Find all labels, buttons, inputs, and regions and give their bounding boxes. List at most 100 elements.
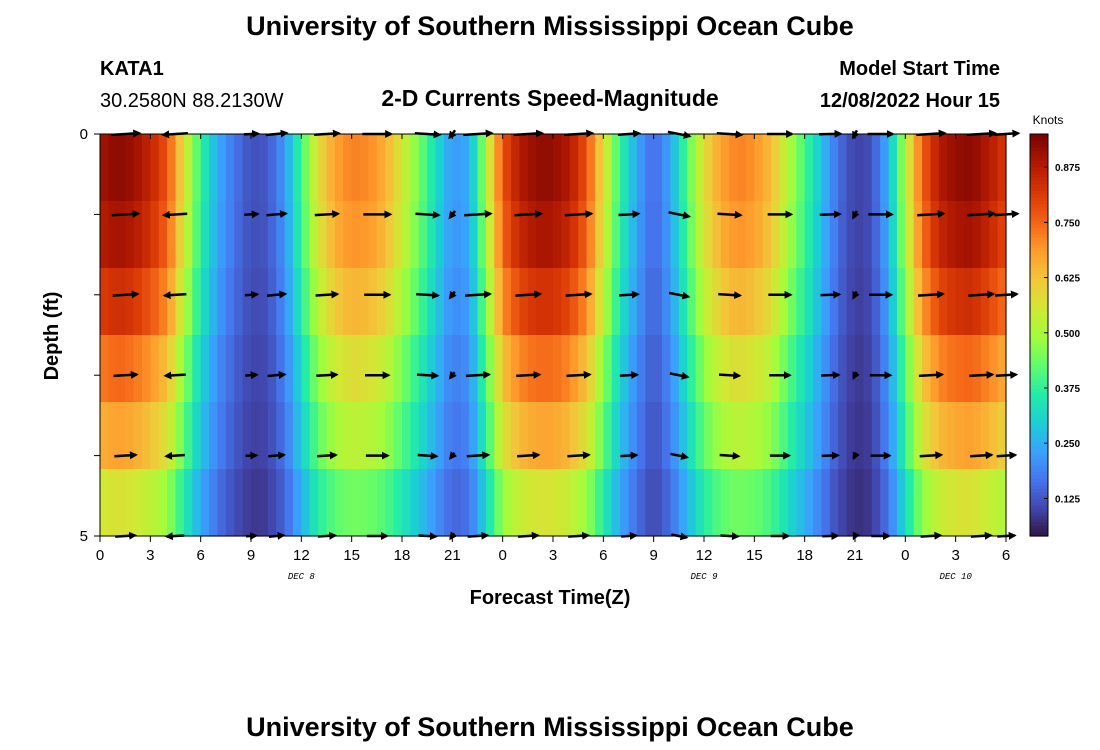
current-arrow [164,451,185,460]
colorbar-segment [1030,231,1048,236]
heatmap-cell [611,469,621,537]
colorbar-segment [1030,180,1048,185]
heatmap-cell [175,134,185,202]
heatmap-cell [116,335,126,403]
heatmap-cell [670,268,680,336]
heatmap-cell [787,268,797,336]
heatmap-cell [754,268,764,336]
heatmap-cell [343,201,353,269]
heatmap-cell [150,335,160,403]
heatmap-cell [309,268,319,336]
colorbar-label: Knots [1033,113,1064,127]
heatmap-cell [896,201,906,269]
heatmap-cell [469,134,479,202]
heatmap-cell [955,402,965,470]
current-arrow [515,290,543,299]
heatmap-cell [938,134,948,202]
colorbar-segment [1030,475,1048,480]
heatmap-cell [318,201,328,269]
colorbar-segment [1030,247,1048,252]
heatmap-cell [452,201,462,269]
heatmap-cell [477,402,487,470]
heatmap-cell [662,335,672,403]
heatmap-cell [737,134,747,202]
heatmap-cell [100,335,109,403]
current-arrow [821,451,840,460]
heatmap-cell [494,134,504,202]
heatmap-cell [813,469,823,537]
current-arrow [619,290,640,299]
heatmap-cell [402,469,411,537]
current-arrow [852,371,860,381]
colorbar-segment [1030,134,1048,138]
current-arrow [314,210,341,219]
y-axis-label: Depth (ft) [41,292,63,381]
heatmap-cell [997,335,1007,403]
heatmap-cell [695,335,705,403]
heatmap-cell [234,268,244,336]
heatmap-cell [183,335,193,403]
heatmap-cell [418,268,428,336]
heatmap-cell [804,469,814,537]
colorbar-segment [1030,418,1048,423]
heatmap-cell [242,469,252,537]
heatmap-cell [133,402,143,470]
current-arrow [668,291,691,300]
colorbar-segment [1030,395,1048,400]
heatmap-cell [326,134,336,202]
heatmap-cell [964,335,974,403]
heatmap-cell [938,335,948,403]
heatmap-cell [645,402,655,470]
heatmap-cell [913,469,923,537]
heatmap-cell [326,402,336,470]
current-arrow [316,370,339,379]
heatmap-cell [351,134,361,202]
heatmap-cell [418,134,428,202]
heatmap-cell [242,335,252,403]
colorbar-segment [1030,211,1048,215]
heatmap-cell [485,268,495,336]
colorbar-segment [1030,492,1048,497]
colorbar-segment [1030,482,1048,487]
colorbar-segment [1030,284,1048,289]
day-label: DEC 9 [690,572,718,582]
heatmap-cell [645,201,655,269]
heatmap-cell [485,201,495,269]
current-arrow [416,291,441,300]
heatmap-cell [301,335,311,403]
current-arrow [718,371,742,380]
heatmap-cell [989,201,999,269]
heatmap-cell [511,469,521,537]
heatmap-cell [855,268,864,336]
colorbar-segment [1030,402,1048,406]
heatmap-cell [653,402,663,470]
colorbar-segment [1030,271,1048,276]
colorbar-segment [1030,408,1048,413]
heatmap-cell [334,201,344,269]
heatmap-cell [578,335,588,403]
colorbar-segment [1030,532,1048,537]
heatmap-cell [888,335,898,403]
heatmap-cell [435,469,445,537]
heatmap-cell [183,201,193,269]
heatmap-cell [787,201,797,269]
heatmap-cell [687,134,697,202]
heatmap-cell [259,134,269,202]
heatmap-cell [578,268,588,336]
x-tick-label: 21 [847,547,864,564]
heatmap-cell [813,201,823,269]
heatmap-cell [376,402,386,470]
heatmap-cell [242,134,252,202]
heatmap-cell [955,268,965,336]
heatmap-cell [167,469,177,537]
heatmap-cell [611,402,621,470]
heatmap-cell [376,201,386,269]
heatmap-cell [393,201,403,269]
heatmap-cell [964,134,974,202]
heatmap-cell [888,268,898,336]
heatmap-cell [175,201,185,269]
heatmap-cell [360,134,370,202]
heatmap-cell [158,335,168,403]
colorbar-segment [1030,375,1048,380]
heatmap-cell [234,469,244,537]
